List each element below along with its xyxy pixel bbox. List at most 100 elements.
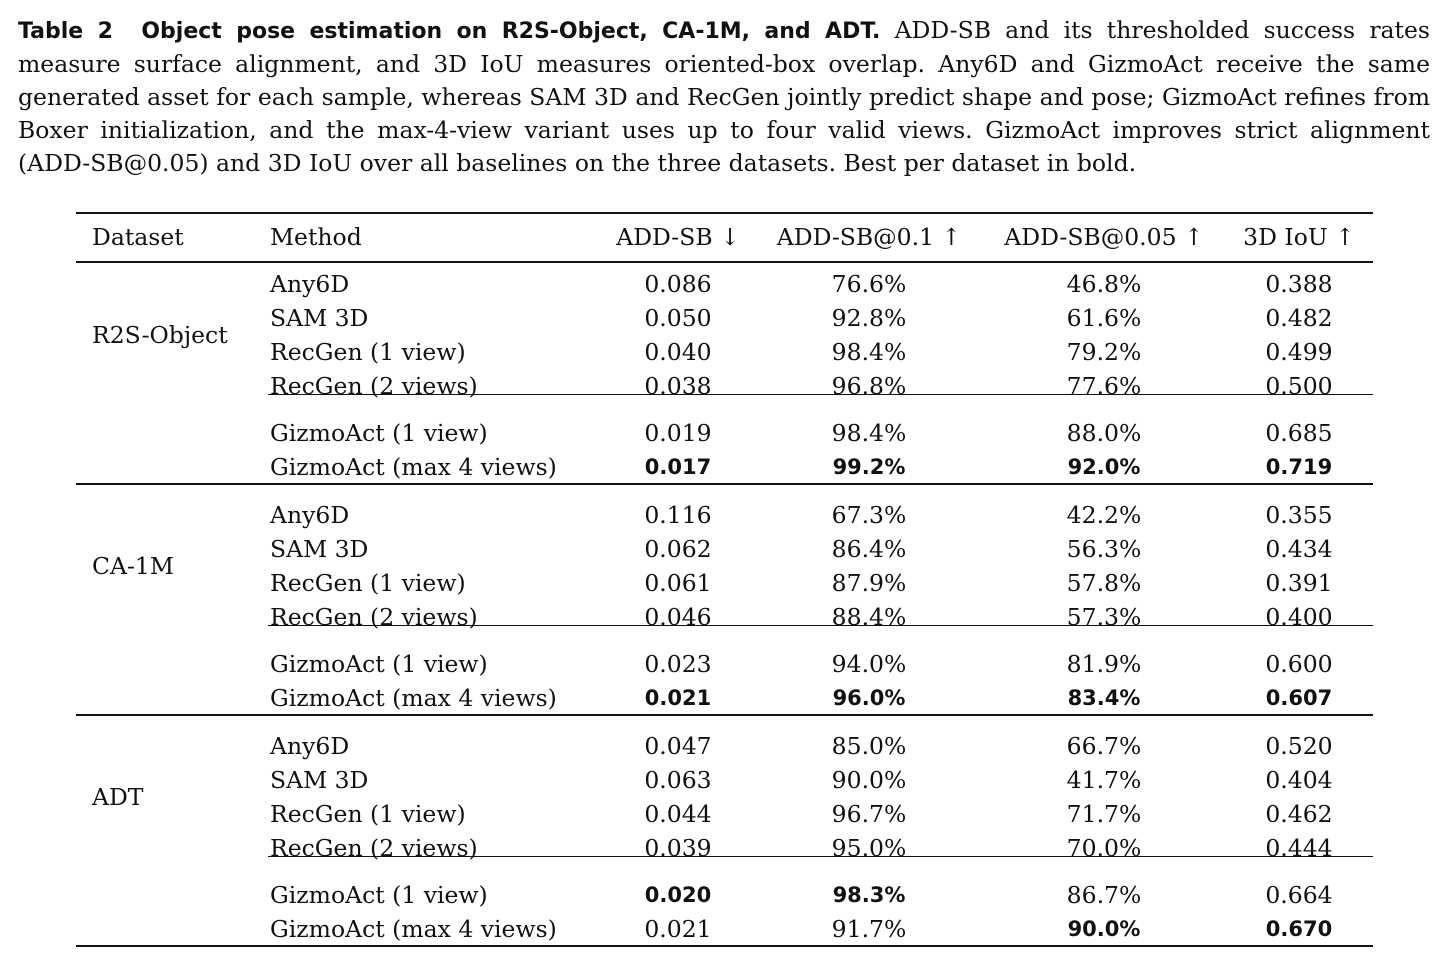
method-cell: GizmoAct (max 4 views) bbox=[270, 453, 557, 481]
value-cell: 57.3% bbox=[1066, 603, 1142, 631]
value-cell: 88.4% bbox=[831, 603, 907, 631]
value-cell: 98.4% bbox=[831, 419, 907, 447]
value-cell: 94.0% bbox=[831, 650, 907, 678]
group-rule bbox=[76, 483, 1373, 485]
value-cell: 0.038 bbox=[644, 372, 712, 400]
value-cell: 0.685 bbox=[1265, 419, 1333, 447]
header-add-sb-01: ADD-SB@0.1 ↑ bbox=[776, 223, 962, 251]
method-cell: GizmoAct (1 view) bbox=[270, 419, 488, 447]
value-cell: 79.2% bbox=[1066, 338, 1142, 366]
value-cell: 90.0% bbox=[1067, 917, 1141, 941]
bottom-rule bbox=[76, 945, 1373, 947]
value-cell: 0.664 bbox=[1265, 881, 1333, 909]
method-cell: RecGen (2 views) bbox=[270, 603, 478, 631]
value-cell: 87.9% bbox=[831, 569, 907, 597]
table-caption: Table 2 Object pose estimation on R2S-Ob… bbox=[18, 14, 1430, 180]
value-cell: 81.9% bbox=[1066, 650, 1142, 678]
value-cell: 67.3% bbox=[831, 501, 907, 529]
dataset-cell: ADT bbox=[92, 783, 144, 811]
value-cell: 98.4% bbox=[831, 338, 907, 366]
value-cell: 46.8% bbox=[1066, 270, 1142, 298]
method-cell: Any6D bbox=[270, 270, 350, 298]
value-cell: 96.0% bbox=[832, 686, 906, 710]
method-cell: SAM 3D bbox=[270, 304, 369, 332]
value-cell: 0.355 bbox=[1265, 501, 1333, 529]
group-rule bbox=[76, 714, 1373, 716]
value-cell: 0.670 bbox=[1265, 917, 1333, 941]
caption-text: ADD-SB and its thresholded success rates… bbox=[18, 16, 1430, 177]
value-cell: 66.7% bbox=[1066, 732, 1142, 760]
value-cell: 83.4% bbox=[1067, 686, 1141, 710]
value-cell: 0.434 bbox=[1265, 535, 1333, 563]
value-cell: 86.7% bbox=[1066, 881, 1142, 909]
header-dataset: Dataset bbox=[92, 223, 184, 251]
value-cell: 90.0% bbox=[831, 766, 907, 794]
dataset-cell: R2S-Object bbox=[92, 321, 228, 349]
method-cell: RecGen (1 view) bbox=[270, 338, 466, 366]
value-cell: 61.6% bbox=[1066, 304, 1142, 332]
value-cell: 0.019 bbox=[644, 419, 712, 447]
value-cell: 0.039 bbox=[644, 834, 712, 862]
value-cell: 0.607 bbox=[1265, 686, 1333, 710]
value-cell: 0.444 bbox=[1265, 834, 1333, 862]
caption-label: Table 2 bbox=[18, 19, 113, 44]
method-cell: RecGen (2 views) bbox=[270, 834, 478, 862]
caption-title: Object pose estimation on R2S-Object, CA… bbox=[141, 19, 881, 44]
header-method: Method bbox=[270, 223, 362, 251]
value-cell: 0.116 bbox=[644, 501, 712, 529]
value-cell: 0.021 bbox=[644, 686, 712, 710]
value-cell: 86.4% bbox=[831, 535, 907, 563]
subgroup-rule bbox=[268, 625, 1373, 626]
header-add-sb: ADD-SB ↓ bbox=[616, 223, 740, 251]
value-cell: 0.044 bbox=[644, 800, 712, 828]
value-cell: 0.500 bbox=[1265, 372, 1333, 400]
method-cell: GizmoAct (1 view) bbox=[270, 881, 488, 909]
value-cell: 71.7% bbox=[1066, 800, 1142, 828]
value-cell: 0.061 bbox=[644, 569, 712, 597]
value-cell: 0.462 bbox=[1265, 800, 1333, 828]
value-cell: 0.404 bbox=[1265, 766, 1333, 794]
value-cell: 0.388 bbox=[1265, 270, 1333, 298]
method-cell: RecGen (1 view) bbox=[270, 569, 466, 597]
value-cell: 0.400 bbox=[1265, 603, 1333, 631]
value-cell: 0.040 bbox=[644, 338, 712, 366]
value-cell: 0.062 bbox=[644, 535, 712, 563]
value-cell: 92.8% bbox=[831, 304, 907, 332]
value-cell: 77.6% bbox=[1066, 372, 1142, 400]
method-cell: Any6D bbox=[270, 501, 350, 529]
value-cell: 0.391 bbox=[1265, 569, 1333, 597]
method-cell: SAM 3D bbox=[270, 766, 369, 794]
value-cell: 0.600 bbox=[1265, 650, 1333, 678]
value-cell: 99.2% bbox=[832, 455, 906, 479]
value-cell: 0.499 bbox=[1265, 338, 1333, 366]
value-cell: 0.021 bbox=[644, 915, 712, 943]
value-cell: 96.8% bbox=[831, 372, 907, 400]
value-cell: 0.086 bbox=[644, 270, 712, 298]
method-cell: Any6D bbox=[270, 732, 350, 760]
value-cell: 42.2% bbox=[1066, 501, 1142, 529]
value-cell: 56.3% bbox=[1066, 535, 1142, 563]
value-cell: 0.017 bbox=[644, 455, 712, 479]
subgroup-rule bbox=[268, 856, 1373, 857]
header-add-sb-005: ADD-SB@0.05 ↑ bbox=[1004, 223, 1204, 251]
subgroup-rule bbox=[268, 394, 1373, 395]
value-cell: 0.023 bbox=[644, 650, 712, 678]
header-3d-iou: 3D IoU ↑ bbox=[1243, 223, 1355, 251]
method-cell: GizmoAct (max 4 views) bbox=[270, 915, 557, 943]
dataset-cell: CA-1M bbox=[92, 552, 174, 580]
value-cell: 91.7% bbox=[831, 915, 907, 943]
value-cell: 41.7% bbox=[1066, 766, 1142, 794]
value-cell: 88.0% bbox=[1066, 419, 1142, 447]
value-cell: 0.063 bbox=[644, 766, 712, 794]
value-cell: 57.8% bbox=[1066, 569, 1142, 597]
method-cell: GizmoAct (max 4 views) bbox=[270, 684, 557, 712]
value-cell: 70.0% bbox=[1066, 834, 1142, 862]
value-cell: 0.047 bbox=[644, 732, 712, 760]
value-cell: 0.020 bbox=[644, 883, 712, 907]
value-cell: 76.6% bbox=[831, 270, 907, 298]
header-rule bbox=[76, 261, 1373, 263]
value-cell: 98.3% bbox=[832, 883, 906, 907]
value-cell: 0.046 bbox=[644, 603, 712, 631]
method-cell: RecGen (2 views) bbox=[270, 372, 478, 400]
value-cell: 0.520 bbox=[1265, 732, 1333, 760]
